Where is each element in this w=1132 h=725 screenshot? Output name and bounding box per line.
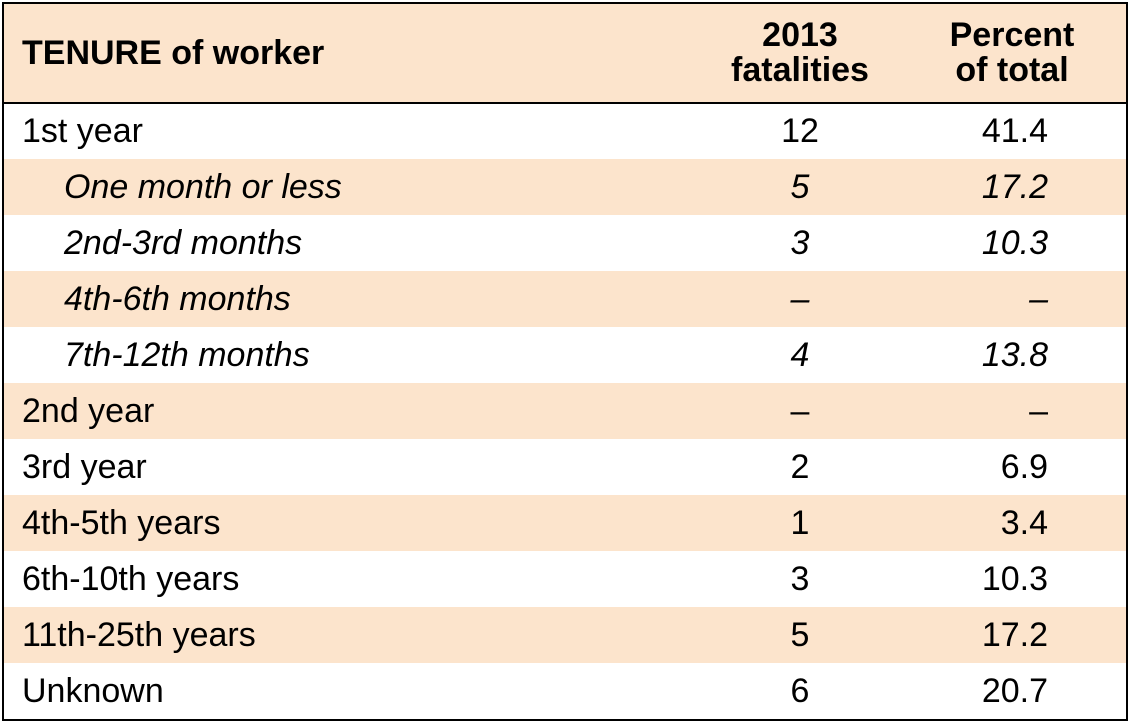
table-row: 3rd year 2 6.9 — [4, 439, 1126, 495]
row-label: 2nd-3rd months — [64, 223, 303, 262]
column-header-tenure: TENURE of worker — [4, 4, 694, 104]
row-percent: 20.7 — [981, 671, 1048, 710]
table-row: 6th-10th years 3 10.3 — [4, 551, 1126, 607]
row-label: One month or less — [64, 167, 342, 206]
row-label: 4th-5th years — [22, 503, 221, 542]
table-row: Unknown 6 20.7 — [4, 663, 1126, 719]
column-header-fatalities: 2013 fatalities — [694, 4, 906, 104]
row-label: 6th-10th years — [22, 559, 240, 598]
row-percent: 3.4 — [1000, 503, 1048, 542]
table-row: 4th-6th months – – — [4, 271, 1126, 327]
table-row: 11th-25th years 5 17.2 — [4, 607, 1126, 663]
table-row: 1st year 12 41.4 — [4, 103, 1126, 159]
row-label: 1st year — [22, 112, 143, 150]
row-label: 11th-25th years — [22, 615, 256, 654]
row-label: Unknown — [22, 671, 164, 710]
row-fatalities: 2 — [790, 447, 810, 486]
row-label: 2nd year — [22, 391, 155, 430]
column-header-percent-line2: of total — [955, 51, 1069, 89]
column-header-fatalities-line2: fatalities — [731, 51, 869, 89]
row-fatalities: 5 — [790, 615, 810, 654]
row-percent: – — [1029, 279, 1048, 318]
column-header-percent-line1: Percent — [949, 16, 1075, 54]
row-fatalities: 6 — [790, 671, 810, 710]
row-percent: 17.2 — [981, 167, 1048, 206]
row-fatalities: 4 — [790, 335, 810, 374]
table-row: 2nd-3rd months 3 10.3 — [4, 215, 1126, 271]
table-row: One month or less 5 17.2 — [4, 159, 1126, 215]
row-fatalities: – — [790, 279, 810, 318]
row-percent: – — [1029, 391, 1048, 430]
row-fatalities: 1 — [790, 503, 810, 542]
table-row: 4th-5th years 1 3.4 — [4, 495, 1126, 551]
table-body: 1st year 12 41.4 One month or less 5 17.2 2n… — [4, 103, 1126, 719]
data-table: TENURE of worker 2013 fatalities Percent… — [4, 4, 1126, 719]
row-percent: 10.3 — [981, 559, 1048, 598]
row-fatalities: 12 — [781, 112, 819, 150]
row-percent: 10.3 — [981, 223, 1048, 262]
row-label: 3rd year — [22, 447, 147, 486]
row-percent: 13.8 — [981, 335, 1048, 374]
column-header-percent: Percent of total — [906, 4, 1126, 104]
row-percent: 17.2 — [981, 615, 1048, 654]
row-fatalities: 5 — [790, 167, 810, 206]
row-label: 4th-6th months — [64, 279, 291, 318]
row-percent: 41.4 — [981, 112, 1048, 150]
header-row: TENURE of worker 2013 fatalities Percent… — [4, 4, 1126, 104]
table-row: 7th-12th months 4 13.8 — [4, 327, 1126, 383]
row-fatalities: 3 — [790, 559, 810, 598]
row-label: 7th-12th months — [64, 335, 310, 374]
table-row: 2nd year – – — [4, 383, 1126, 439]
column-header-fatalities-line1: 2013 — [762, 16, 838, 54]
row-fatalities: 3 — [790, 223, 810, 262]
row-fatalities: – — [790, 391, 810, 430]
row-percent: 6.9 — [1000, 447, 1048, 486]
